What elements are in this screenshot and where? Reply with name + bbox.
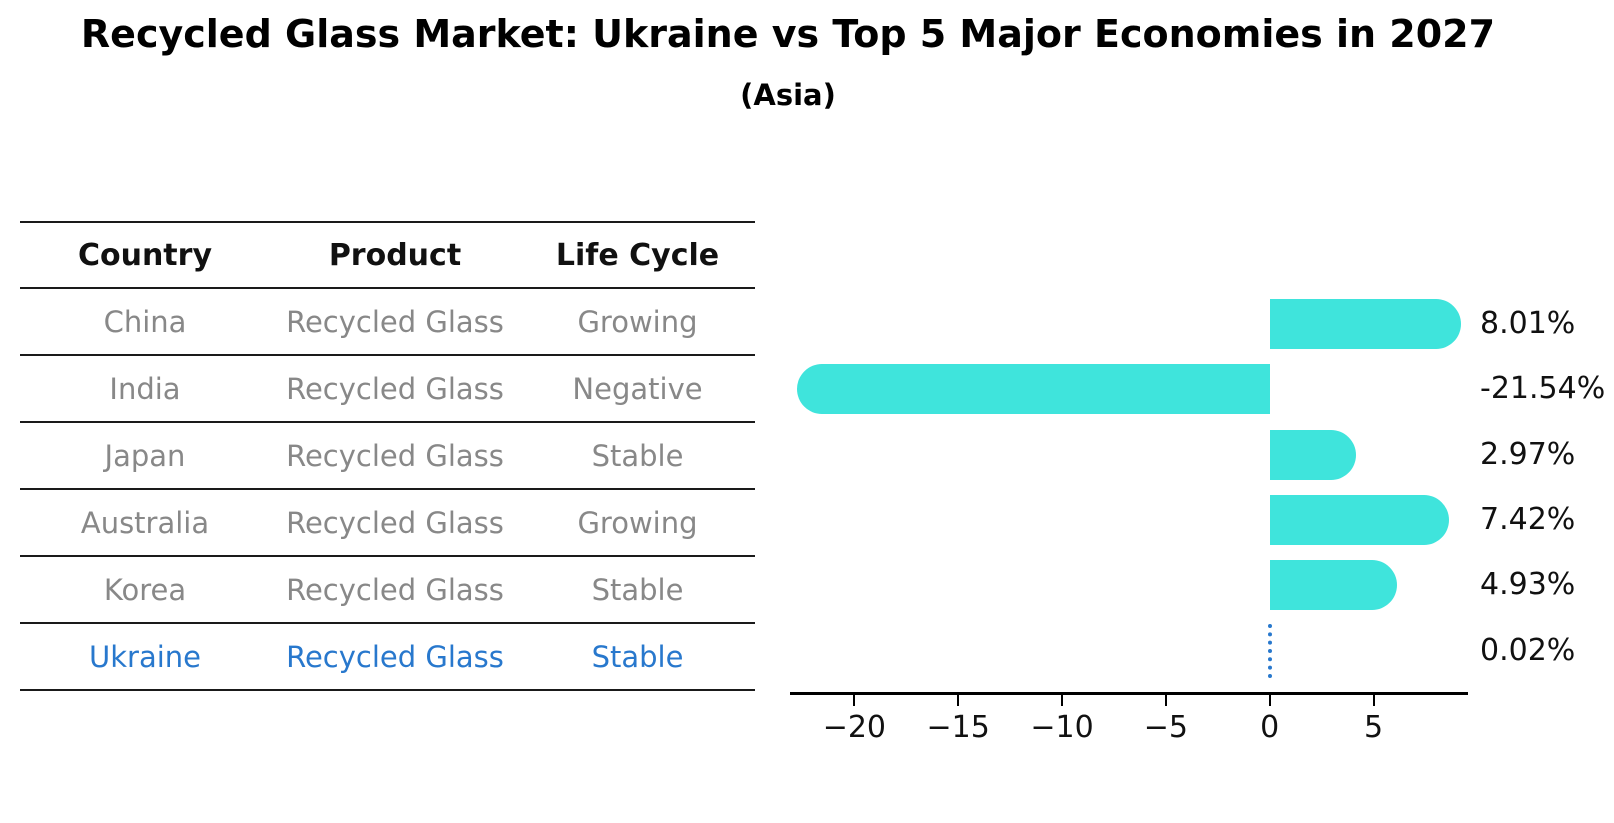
table-cell-country: Japan: [104, 438, 186, 473]
table-header-life-cycle: Life Cycle: [555, 237, 720, 273]
table-row: China Recycled Glass Growing: [20, 288, 755, 355]
table-header-country: Country: [77, 237, 213, 273]
chart-title: Recycled Glass Market: Ukraine vs Top 5 …: [80, 12, 1496, 56]
table-cell-product: Recycled Glass: [286, 438, 504, 473]
ukraine-zero-marker-line: [1268, 623, 1273, 678]
bar: [1269, 298, 1462, 349]
table-row: Japan Recycled Glass Stable: [20, 422, 755, 489]
table-cell-product: Recycled Glass: [286, 371, 504, 406]
table-cell-life-cycle: Stable: [591, 639, 684, 674]
table-cell-country: Australia: [80, 505, 210, 540]
table-cell-life-cycle: Growing: [577, 505, 698, 540]
x-axis: [790, 692, 1468, 695]
bar-value-label: 4.93%: [1480, 567, 1576, 603]
table-cell-life-cycle: Stable: [591, 438, 684, 473]
bar-value-label: -21.54%: [1480, 371, 1606, 407]
bar: [1269, 494, 1449, 545]
bar-value-label: 0.02%: [1480, 632, 1576, 668]
bar-value-label: 2.97%: [1480, 436, 1576, 472]
x-tick: [1268, 695, 1271, 706]
table-body: China Recycled Glass Growing India Recycled …: [20, 288, 755, 690]
table-cell-country: India: [109, 371, 181, 406]
table-cell-country: Ukraine: [89, 639, 201, 674]
table-cell-product: Recycled Glass: [286, 505, 504, 540]
table-header-row: Country Product Life Cycle: [20, 222, 755, 288]
x-tick: [957, 695, 960, 706]
table-header-product: Product: [328, 237, 462, 273]
x-tick: [1061, 695, 1064, 706]
table-row: Korea Recycled Glass Stable: [20, 556, 755, 623]
x-tick: [1164, 695, 1167, 706]
x-tick-label: −20: [822, 710, 887, 745]
table-cell-life-cycle: Negative: [572, 371, 703, 406]
x-tick-label: 0: [1260, 710, 1280, 745]
x-tick-label: −15: [926, 710, 990, 745]
table-row: Australia Recycled Glass Growing: [20, 489, 755, 556]
table-row: Ukraine Recycled Glass Stable: [20, 623, 755, 690]
bar-value-label: 8.01%: [1480, 305, 1576, 341]
bar: [1269, 560, 1398, 611]
x-tick-label: −5: [1143, 710, 1188, 745]
bar: [1269, 429, 1357, 480]
table-cell-country: Korea: [103, 572, 187, 607]
country-table: Country Product Life Cycle China Recycled…: [20, 221, 755, 691]
chart-subtitle: (Asia): [740, 78, 836, 112]
table-cell-life-cycle: Stable: [591, 572, 684, 607]
table-cell-product: Recycled Glass: [286, 304, 504, 339]
x-tick: [853, 695, 856, 706]
table-cell-country: China: [103, 304, 187, 339]
bar: [797, 364, 1270, 415]
x-tick-label: −10: [1030, 710, 1094, 745]
table-cell-product: Recycled Glass: [286, 639, 504, 674]
x-tick: [1372, 695, 1375, 706]
table-row: India Recycled Glass Negative: [20, 355, 755, 422]
bar-value-label: 7.42%: [1480, 501, 1576, 537]
table-cell-life-cycle: Growing: [577, 304, 698, 339]
x-tick-label: 5: [1363, 710, 1384, 745]
table-cell-product: Recycled Glass: [286, 572, 504, 607]
